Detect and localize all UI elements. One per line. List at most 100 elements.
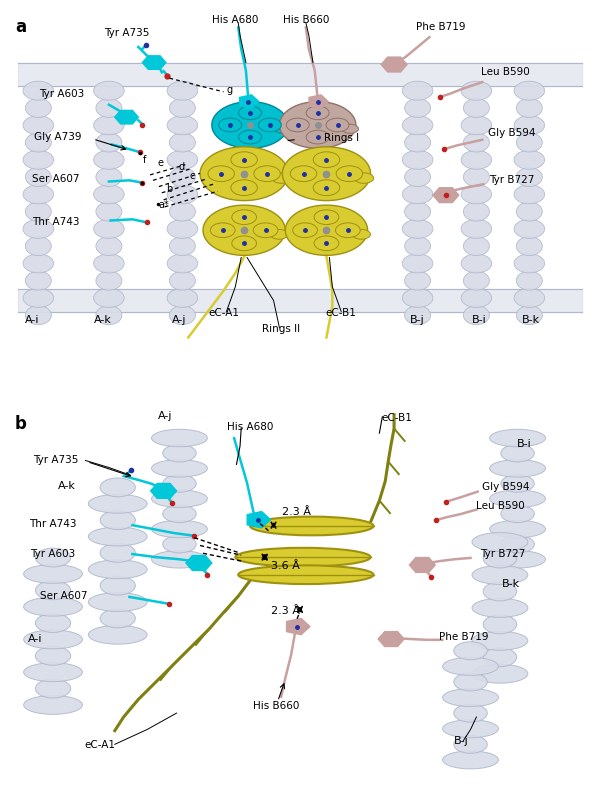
Text: His A680: His A680 (212, 15, 259, 26)
Ellipse shape (94, 150, 124, 169)
Text: Rings I: Rings I (323, 133, 359, 143)
Polygon shape (409, 558, 435, 572)
Ellipse shape (461, 288, 491, 308)
Ellipse shape (490, 520, 545, 538)
Ellipse shape (152, 520, 208, 538)
Ellipse shape (231, 152, 257, 168)
Text: Leu B590: Leu B590 (476, 502, 524, 511)
Text: His A680: His A680 (227, 422, 273, 431)
Ellipse shape (163, 444, 196, 462)
Ellipse shape (514, 288, 545, 308)
Ellipse shape (454, 735, 487, 753)
Ellipse shape (35, 581, 71, 600)
Ellipse shape (443, 720, 499, 737)
Ellipse shape (208, 166, 235, 181)
Ellipse shape (483, 615, 517, 634)
Ellipse shape (94, 185, 124, 204)
Text: His B660: His B660 (253, 701, 299, 711)
Ellipse shape (152, 551, 208, 568)
Ellipse shape (88, 560, 147, 578)
Ellipse shape (514, 254, 545, 273)
Text: d: d (178, 162, 184, 172)
Ellipse shape (96, 168, 122, 186)
Ellipse shape (23, 81, 53, 100)
Text: B-i: B-i (472, 315, 487, 325)
Ellipse shape (25, 133, 52, 152)
Text: A-i: A-i (25, 315, 40, 325)
Ellipse shape (94, 288, 124, 308)
Text: b: b (166, 184, 173, 194)
Polygon shape (247, 511, 271, 528)
Ellipse shape (490, 429, 545, 447)
Ellipse shape (232, 210, 256, 225)
Polygon shape (203, 205, 286, 256)
Text: eC-A1: eC-A1 (208, 308, 239, 318)
Ellipse shape (239, 130, 262, 144)
Ellipse shape (517, 237, 542, 256)
Text: a: a (15, 18, 26, 36)
Ellipse shape (443, 689, 499, 706)
Ellipse shape (35, 614, 71, 633)
Ellipse shape (167, 185, 197, 204)
Ellipse shape (167, 116, 197, 135)
Polygon shape (151, 483, 176, 499)
Ellipse shape (314, 210, 339, 225)
Ellipse shape (152, 490, 208, 507)
Ellipse shape (514, 220, 545, 238)
Ellipse shape (169, 168, 196, 186)
Ellipse shape (253, 223, 278, 237)
Ellipse shape (461, 116, 491, 135)
Ellipse shape (472, 631, 528, 650)
Ellipse shape (169, 271, 196, 290)
Ellipse shape (35, 646, 71, 666)
Text: Leu B590: Leu B590 (481, 67, 530, 78)
Text: B-k: B-k (502, 578, 520, 589)
Ellipse shape (218, 118, 242, 132)
Ellipse shape (94, 116, 124, 135)
Ellipse shape (461, 150, 491, 169)
Ellipse shape (461, 220, 491, 238)
Ellipse shape (463, 98, 490, 117)
Ellipse shape (290, 166, 317, 181)
Polygon shape (342, 124, 359, 133)
Polygon shape (353, 229, 371, 239)
Ellipse shape (404, 237, 431, 256)
Ellipse shape (163, 475, 196, 492)
Polygon shape (212, 101, 288, 149)
Ellipse shape (23, 695, 82, 714)
Ellipse shape (463, 168, 490, 186)
Ellipse shape (404, 168, 431, 186)
Ellipse shape (517, 168, 542, 186)
Ellipse shape (25, 306, 52, 324)
Text: B-k: B-k (521, 315, 539, 325)
Ellipse shape (483, 549, 517, 568)
Text: eC-B1: eC-B1 (382, 412, 412, 423)
Text: a*: a* (158, 201, 169, 210)
Ellipse shape (403, 150, 433, 169)
Ellipse shape (306, 130, 329, 144)
Ellipse shape (490, 490, 545, 507)
Ellipse shape (454, 704, 487, 722)
Polygon shape (280, 101, 356, 149)
Ellipse shape (517, 98, 542, 117)
Ellipse shape (517, 202, 542, 221)
Ellipse shape (336, 166, 362, 181)
Ellipse shape (472, 532, 528, 551)
Ellipse shape (88, 593, 147, 611)
Ellipse shape (96, 133, 122, 152)
Ellipse shape (169, 202, 196, 221)
Ellipse shape (461, 185, 491, 204)
Text: A-j: A-j (172, 315, 187, 325)
Polygon shape (270, 229, 288, 239)
Ellipse shape (461, 254, 491, 273)
Ellipse shape (23, 150, 53, 169)
Ellipse shape (96, 271, 122, 290)
Ellipse shape (472, 598, 528, 618)
Ellipse shape (254, 166, 280, 181)
Ellipse shape (152, 459, 208, 477)
Ellipse shape (472, 566, 528, 584)
Text: B-j: B-j (410, 315, 425, 325)
Text: Tyr A603: Tyr A603 (31, 549, 76, 559)
Ellipse shape (403, 254, 433, 273)
Text: f: f (143, 155, 146, 165)
